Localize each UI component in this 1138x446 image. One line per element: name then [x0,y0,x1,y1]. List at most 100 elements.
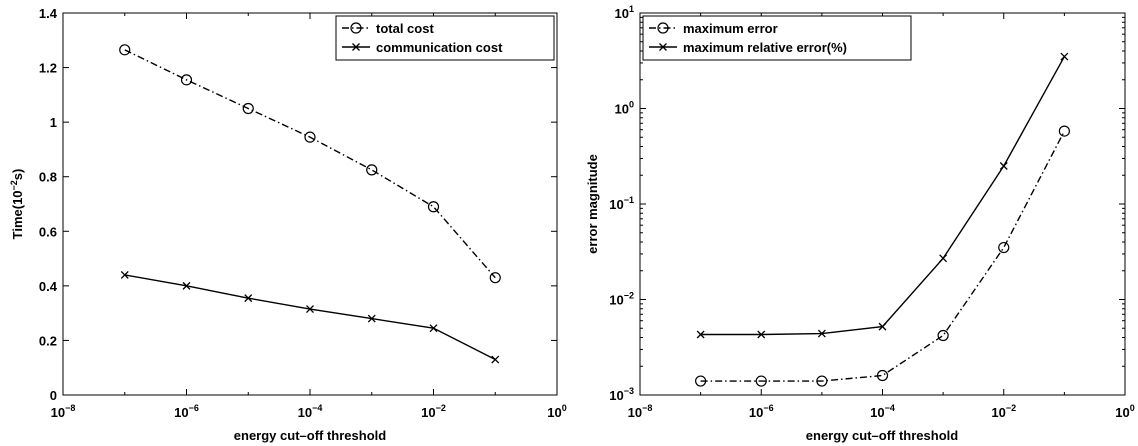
data-point [180,74,193,86]
x-tick-label-base: 10 [991,405,1005,420]
plot-frame [639,12,1126,396]
data-point [427,201,440,213]
x-tick-label-base: 10 [870,405,884,420]
data-point [366,164,378,176]
x-tick-label-base: 10 [298,405,312,420]
y-tick-label-exp: −2 [624,291,634,301]
x-tick-label-exp: −4 [885,403,895,413]
data-point [491,355,500,364]
data-point [755,375,767,387]
x-tick-label-exp: −4 [312,403,322,413]
data-point [306,305,314,314]
y-tick-label: 1 [50,115,57,130]
data-point [876,369,889,382]
data-point [182,281,191,290]
x-tick-label-base: 10 [421,405,435,420]
x-tick-label-base: 10 [174,405,188,420]
x-tick-label: 100 [1115,403,1134,420]
y-tick-label-exp: 1 [629,4,634,14]
y-axis-label: Time(10−2s) [9,169,25,240]
y-tick-label-base: 10 [615,6,629,21]
x-axis-label: energy cut–off threshold [234,428,386,443]
series-maximum-relative-error- [696,52,1069,339]
y-tick-label-base: 10 [609,293,623,308]
x-tick-label: 10−6 [174,403,199,420]
legend-box [642,15,912,61]
series-total-cost [119,44,501,284]
y-tick-label: 0.8 [39,170,57,185]
y-axis-label: error magnitude [585,154,600,254]
x-tick-label: 10−8 [51,403,76,420]
data-point [757,330,766,339]
series-line [700,130,1065,382]
data-point [304,131,316,143]
data-point [367,314,376,323]
data-point [1060,52,1069,61]
data-point [119,44,131,56]
data-point [244,294,253,303]
y-tick-label-exp: 0 [629,100,634,110]
y-tick-label: 101 [615,4,634,21]
y-tick-label-exp: −1 [624,195,634,205]
x-tick-label-base: 10 [749,405,763,420]
data-point [489,272,501,284]
data-point [696,330,705,339]
legend-marker [350,22,362,34]
y-tick-label: 1.2 [39,61,57,76]
x-tick-label: 10−8 [628,403,653,420]
series-communication-cost [120,270,500,364]
legend-box [335,15,555,61]
x-tick-label-exp: −6 [189,403,199,413]
legend-label: maximum relative error(%) [683,40,847,55]
y-tick-label-base: 10 [609,388,623,403]
x-tick-label-exp: −2 [1006,403,1016,413]
y-tick-label-base: 10 [609,197,623,212]
x-tick-label-exp: −6 [763,403,773,413]
data-point [998,241,1010,254]
x-tick-label: 10−4 [870,403,895,420]
data-point [120,270,129,279]
x-tick-label: 100 [547,403,566,420]
x-tick-label-base: 10 [547,405,561,420]
data-point [695,375,707,387]
y-tick-label: 0 [50,388,57,403]
x-tick-label-exp: 0 [562,403,567,413]
chart-left-time: 10−8 10−6 10−4 10−2 10000.20.40.60.811.21.4 … [9,6,567,443]
y-tick-label: 0.6 [39,224,57,239]
x-tick-label: 10−6 [749,403,774,420]
x-tick-label-exp: −2 [436,403,446,413]
y-tick-label: 10−3 [609,386,634,403]
data-point [878,322,887,331]
data-point [1058,125,1070,137]
x-tick-label-base: 10 [628,405,642,420]
x-tick-label: 10−2 [991,403,1016,420]
y-tick-label-base: 10 [615,102,629,117]
x-axis-label: energy cut–off threshold [806,428,958,443]
y-tick-label: 10−2 [609,291,634,308]
data-point [242,102,254,115]
x-tick-label-exp: −8 [65,403,75,413]
data-point [999,162,1008,170]
legend-label: total cost [376,21,434,36]
x-tick-label-base: 10 [1115,405,1129,420]
plot-frame [62,12,558,396]
legend-marker [352,43,360,51]
legend: total cost communication cost [335,15,555,61]
x-tick-label: 10−2 [421,403,446,420]
y-tick-label-exp: −3 [624,386,634,396]
y-tick-label: 0.2 [39,333,57,348]
data-point [937,329,949,342]
data-point [939,254,948,263]
data-point [816,375,828,387]
x-tick-label-exp: −8 [642,403,652,413]
x-tick-label: 10−4 [298,403,323,420]
y-tick-label: 10−1 [609,195,634,212]
legend-marker [657,22,669,34]
series-line [124,49,496,279]
x-tick-label-base: 10 [51,405,65,420]
series-maximum-error [695,125,1070,387]
legend-marker [659,43,667,51]
x-tick-label-exp: 0 [1130,403,1135,413]
data-point [817,329,826,338]
